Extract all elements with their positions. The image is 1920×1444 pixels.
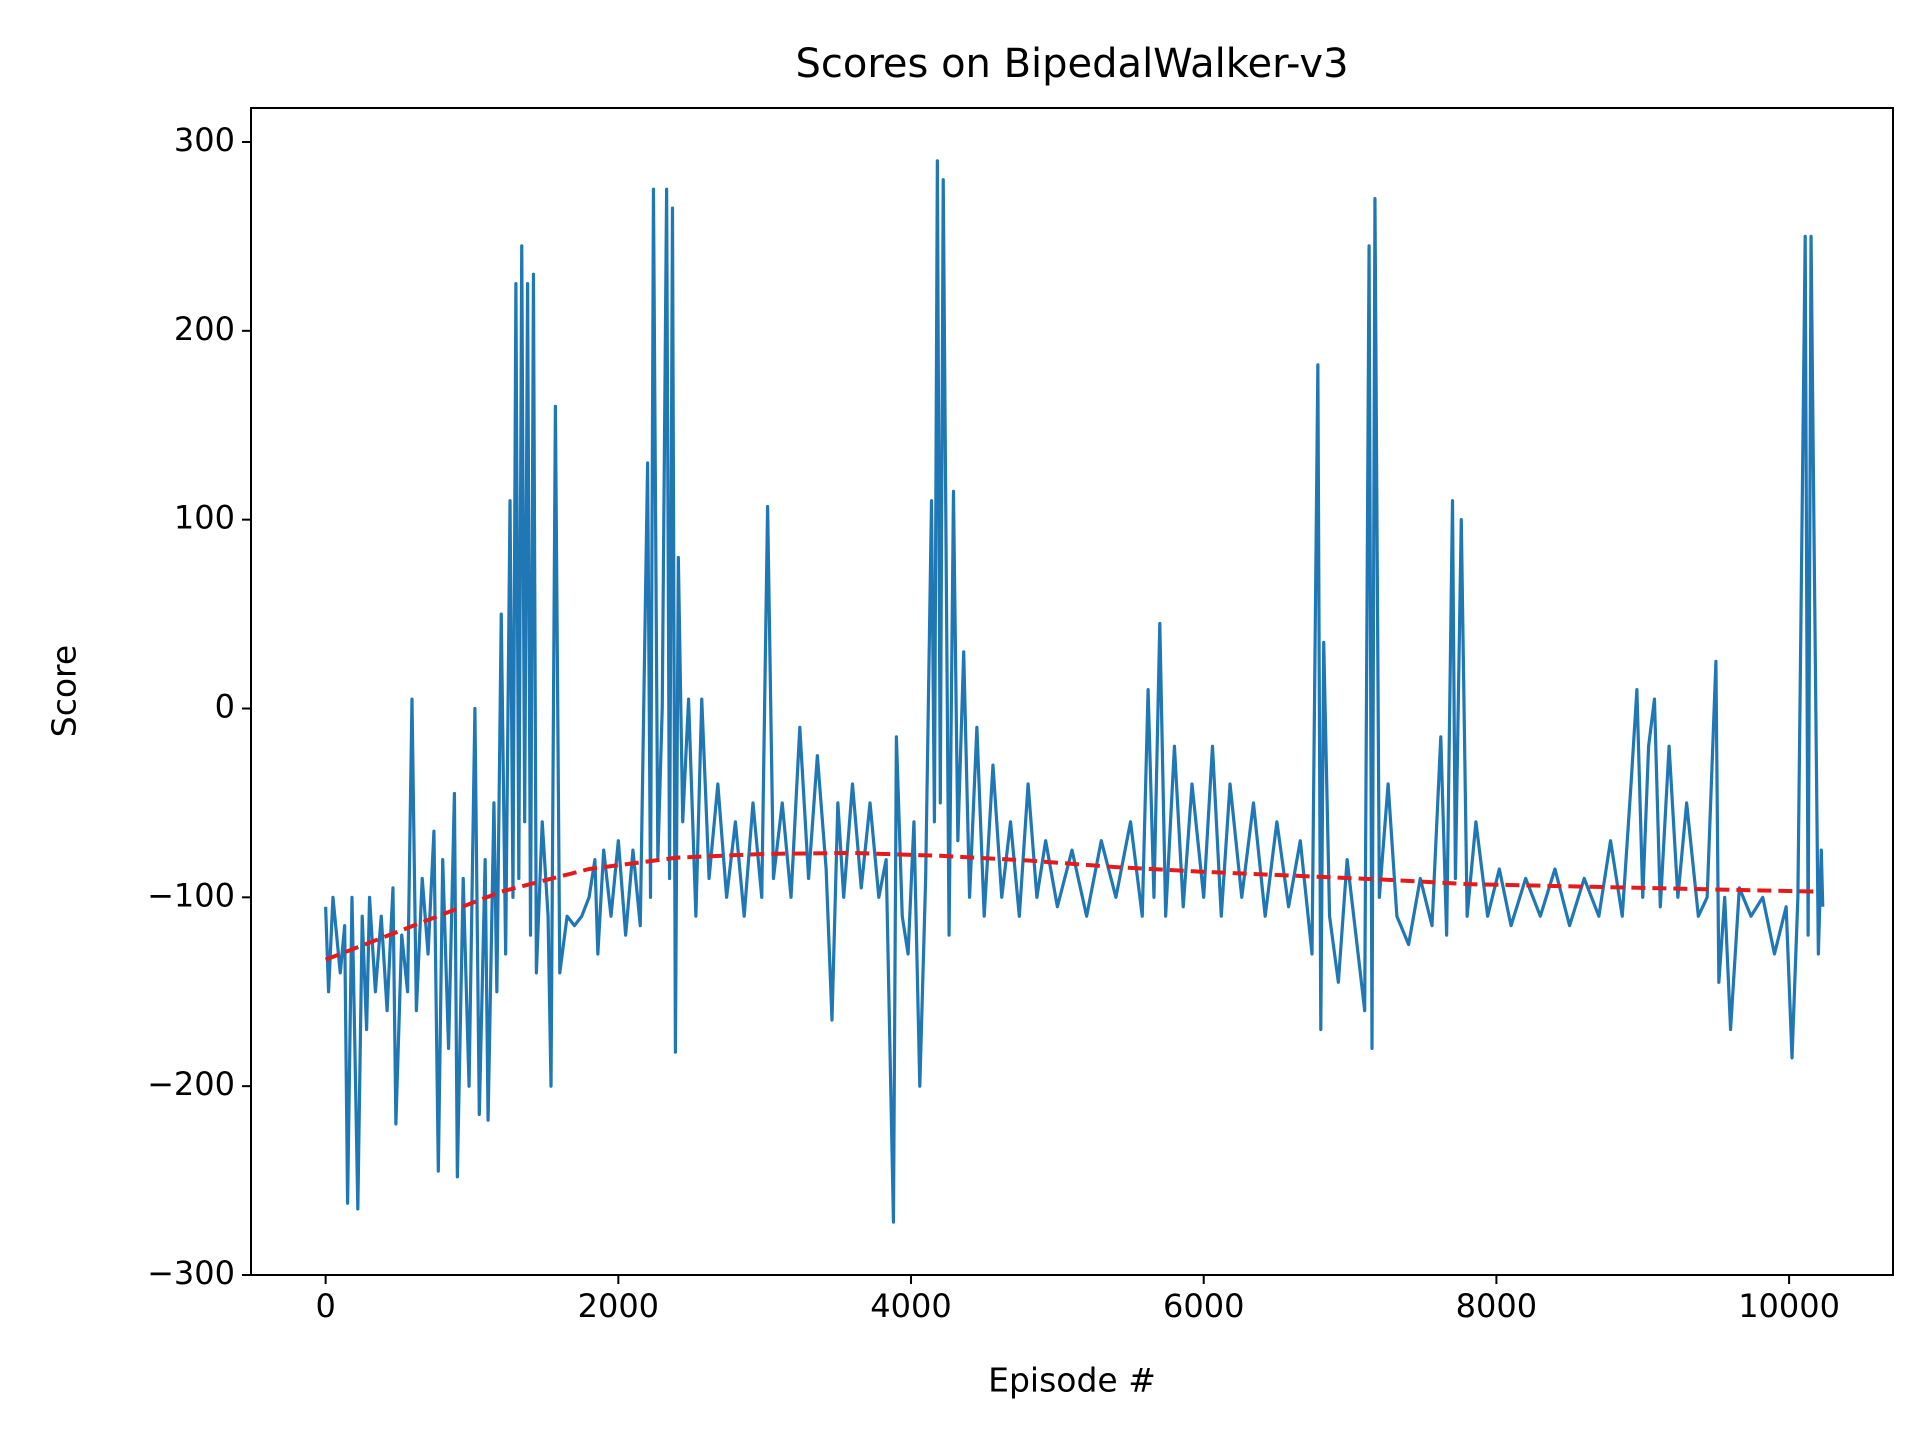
y-tick-label: 200 (174, 310, 235, 348)
y-tick-label: 100 (174, 499, 235, 537)
x-tick-label: 6000 (1163, 1287, 1244, 1325)
x-tick-label: 8000 (1456, 1287, 1537, 1325)
axes-frame (250, 107, 1894, 1276)
x-tick-label: 2000 (578, 1287, 659, 1325)
chart-title: Scores on BipedalWalker-v3 (795, 41, 1348, 87)
x-tick-label: 4000 (870, 1287, 951, 1325)
y-tick-label: −300 (147, 1254, 235, 1292)
y-tick-label: −100 (147, 876, 235, 914)
y-axis-label: Score (45, 645, 84, 737)
score-line (324, 159, 1825, 1224)
y-tick-label: 0 (215, 687, 235, 725)
x-tick-label: 0 (315, 1287, 335, 1325)
y-tick-label: −200 (147, 1065, 235, 1103)
x-axis-label: Episode # (988, 1361, 1156, 1400)
y-tick-label: 300 (174, 121, 235, 159)
trend-line (324, 850, 1819, 962)
x-tick-label: 10000 (1738, 1287, 1840, 1325)
